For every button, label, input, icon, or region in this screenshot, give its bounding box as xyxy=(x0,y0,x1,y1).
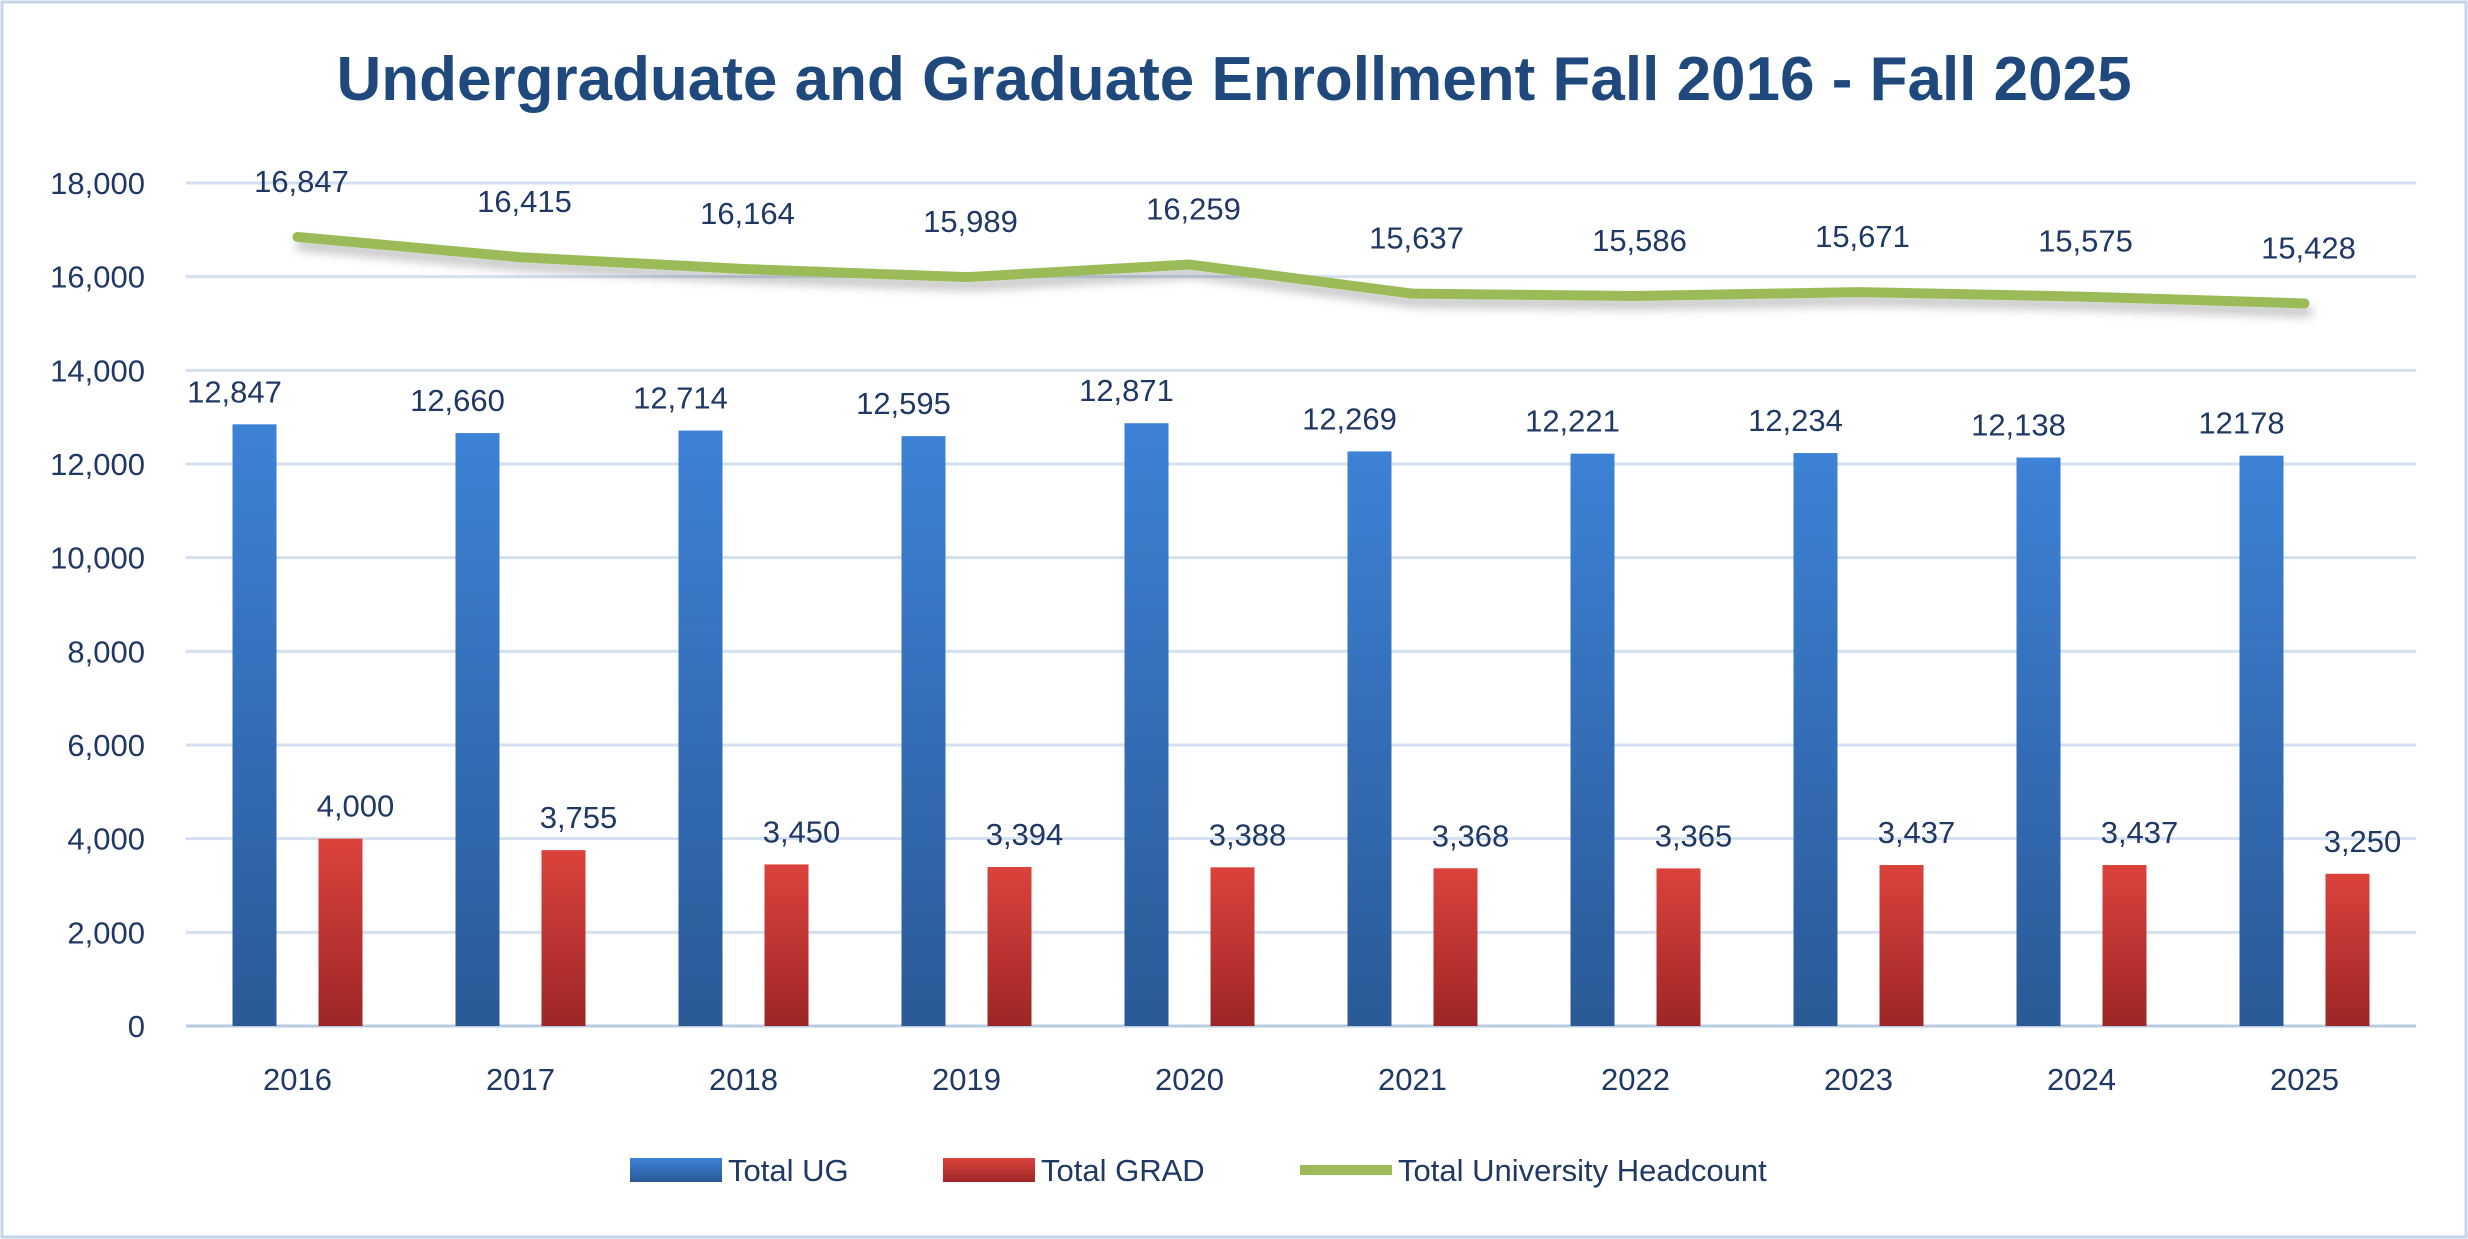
x-tick-label: 2020 xyxy=(1155,1062,1224,1097)
x-tick-label: 2018 xyxy=(709,1062,778,1097)
data-label: 3,450 xyxy=(763,814,841,849)
data-label: 15,575 xyxy=(2038,224,2133,259)
data-label: 3,388 xyxy=(1209,817,1287,852)
data-label: 15,428 xyxy=(2261,230,2356,265)
bar-total-ug xyxy=(2239,455,2284,1026)
data-label: 15,586 xyxy=(1592,223,1687,258)
bar-total-grad xyxy=(1656,868,1701,1026)
data-label: 3,368 xyxy=(1432,818,1510,853)
data-label: 12,234 xyxy=(1748,403,1843,438)
bar-total-ug xyxy=(1124,423,1169,1027)
data-label: 12,221 xyxy=(1525,404,1620,439)
y-tick-label: 12,000 xyxy=(50,447,145,482)
data-label: 12,871 xyxy=(1079,373,1174,408)
x-tick-label: 2024 xyxy=(2047,1062,2116,1097)
data-label: 15,637 xyxy=(1369,221,1464,256)
legend: Total UG Total GRAD Total University Headc… xyxy=(630,1153,1767,1188)
bar-total-ug xyxy=(232,424,277,1026)
x-tick-label: 2016 xyxy=(263,1062,332,1097)
bar-total-ug xyxy=(2016,457,2061,1026)
bar-total-grad xyxy=(318,838,363,1026)
bar-total-grad xyxy=(1879,865,1924,1026)
bar-total-ug xyxy=(1347,451,1392,1026)
legend-swatch-0 xyxy=(630,1158,722,1182)
y-tick-label: 14,000 xyxy=(50,353,145,388)
chart-title: Undergraduate and Graduate Enrollment Fa… xyxy=(336,45,2131,114)
bar-total-ug xyxy=(1570,453,1615,1026)
line-total-university-headcount xyxy=(292,231,2310,309)
data-label: 15,671 xyxy=(1815,219,1910,254)
bar-total-grad xyxy=(1210,867,1255,1026)
bar-total-grad xyxy=(541,850,586,1026)
y-tick-label: 2,000 xyxy=(67,915,145,950)
y-tick-label: 8,000 xyxy=(67,634,145,669)
y-tick-label: 18,000 xyxy=(50,166,145,201)
x-tick-label: 2022 xyxy=(1601,1062,1670,1097)
data-label: 3,250 xyxy=(2324,824,2402,859)
y-tick-label: 4,000 xyxy=(67,822,145,857)
data-label: 3,755 xyxy=(540,800,618,835)
x-tick-label: 2019 xyxy=(932,1062,1001,1097)
legend-label: Total UG xyxy=(728,1153,849,1188)
data-label: 12,138 xyxy=(1971,408,2066,443)
x-tick-label: 2025 xyxy=(2270,1062,2339,1097)
data-label: 12,660 xyxy=(410,383,505,418)
y-tick-label: 10,000 xyxy=(50,541,145,576)
y-tick-label: 6,000 xyxy=(67,728,145,763)
bar-total-ug xyxy=(455,433,500,1027)
data-label: 12,269 xyxy=(1302,401,1397,436)
data-label: 16,415 xyxy=(477,184,572,219)
data-label: 4,000 xyxy=(317,789,395,824)
data-label: 15,989 xyxy=(923,204,1018,239)
bar-total-ug xyxy=(678,430,723,1026)
data-label: 16,847 xyxy=(254,164,349,199)
data-label: 12,714 xyxy=(633,381,728,416)
y-tick-label: 16,000 xyxy=(50,260,145,295)
data-label: 3,394 xyxy=(986,817,1064,852)
bar-total-grad xyxy=(1433,868,1478,1026)
data-label: 16,164 xyxy=(700,196,795,231)
x-tick-label: 2021 xyxy=(1378,1062,1447,1097)
bar-total-ug xyxy=(1793,453,1838,1026)
legend-swatch-1 xyxy=(943,1158,1035,1182)
data-label: 12178 xyxy=(2198,406,2284,441)
y-tick-label: 0 xyxy=(128,1009,145,1044)
data-label: 12,595 xyxy=(856,386,951,421)
bar-total-ug xyxy=(901,436,946,1026)
legend-label: Total GRAD xyxy=(1041,1153,1205,1188)
data-label: 12,847 xyxy=(187,374,282,409)
bar-total-grad xyxy=(764,864,809,1026)
bar-total-grad xyxy=(2102,865,2147,1026)
data-label: 3,437 xyxy=(2101,815,2179,850)
legend-label: Total University Headcount xyxy=(1398,1153,1767,1188)
data-label: 3,437 xyxy=(1878,815,1956,850)
data-label: 3,365 xyxy=(1655,818,1733,853)
bar-total-grad xyxy=(2325,873,2370,1026)
x-tick-label: 2023 xyxy=(1824,1062,1893,1097)
data-label: 16,259 xyxy=(1146,192,1241,227)
bar-total-grad xyxy=(987,867,1032,1026)
x-tick-label: 2017 xyxy=(486,1062,555,1097)
